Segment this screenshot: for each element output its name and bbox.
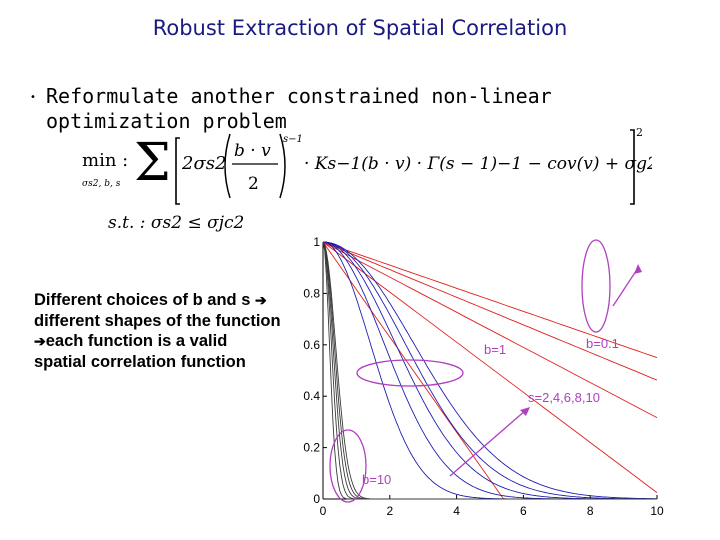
correlation-chart: 0 2 4 6 8 10 0 0.2 0.4 0.6 0.8 1 b=0.1 b=1 s=2,4,6,8,1… xyxy=(303,235,664,518)
right-arrow-icon: ➔ xyxy=(34,333,46,349)
series-line-b10-s6 xyxy=(322,241,657,500)
series-line-b0.1-s8 xyxy=(322,241,658,381)
y-tick-label: 0 xyxy=(313,492,320,506)
annotation-label: s=2,4,6,8,10 xyxy=(528,390,600,405)
formula-min-label: min : xyxy=(82,150,128,171)
right-arrow-icon: ➔ xyxy=(254,292,267,308)
arrow-head-icon xyxy=(634,264,642,274)
side-note-part1: Different choices of b and s xyxy=(34,291,251,309)
y-tick-label: 0.2 xyxy=(303,441,320,455)
formula-fraction-numerator: b · v xyxy=(234,141,271,161)
formula-term-rest: · Ks−1(b · v) · Γ(s − 1)−1 − cov(v) + σg… xyxy=(304,154,652,174)
optimization-formula: min : σs2, b, s Σ 2σs2 b · v 2 s−1 · Ks−… xyxy=(82,126,652,233)
bullet-marker: • xyxy=(30,92,36,103)
y-tick-label: 0.4 xyxy=(303,389,320,403)
arrow-head-icon xyxy=(520,407,530,416)
annotation-ellipse-b1 xyxy=(356,359,464,387)
series-line-b0.1-s4 xyxy=(322,241,658,493)
annotation-label: b=1 xyxy=(484,342,506,357)
x-tick-label: 10 xyxy=(650,504,664,518)
side-note-part3: each function is a valid spatial correla… xyxy=(34,332,246,371)
x-tick-label: 6 xyxy=(520,504,527,518)
series-line-b10-s8 xyxy=(322,241,657,500)
annotation-arrow-s xyxy=(449,409,527,477)
series-line-b0.1-s2 xyxy=(322,241,657,500)
series-line-b1-s6 xyxy=(322,241,657,500)
series-line-b1-s2 xyxy=(322,241,657,500)
annotation-arrow-b01 xyxy=(612,267,639,307)
y-tick-label: 1 xyxy=(313,235,320,249)
series-line-b10-s2 xyxy=(322,241,657,500)
annotation-ellipse-b01 xyxy=(581,239,611,333)
series-line-b0.1-s10 xyxy=(322,241,658,359)
formula-exponent: s−1 xyxy=(283,134,303,145)
y-tick-label: 0.8 xyxy=(303,286,320,300)
bullet-text: Reformulate another constrained non-line… xyxy=(46,84,552,133)
formula-min-subscript: σs2, b, s xyxy=(82,179,121,189)
formula-outer-exponent: 2 xyxy=(636,126,643,139)
series-line-b1-s8 xyxy=(322,241,657,500)
formula-sum-sign: Σ xyxy=(134,133,171,193)
x-tick-label: 8 xyxy=(587,504,594,518)
formula-fraction-denominator: 2 xyxy=(248,174,259,194)
series-line-b10-s10 xyxy=(322,241,657,500)
side-note-part2: different shapes of the function xyxy=(34,311,281,330)
slide-title: Robust Extraction of Spatial Correlation xyxy=(152,16,568,40)
side-note: Different choices of b and s ➔ different… xyxy=(34,290,284,372)
series-line-b1-s10 xyxy=(323,241,657,500)
series-line-b10-s4 xyxy=(322,241,657,500)
x-tick-label: 2 xyxy=(386,504,393,518)
x-tick-label: 4 xyxy=(453,504,460,518)
y-tick-label: 0.6 xyxy=(303,338,320,352)
annotation-label: b=0.1 xyxy=(586,336,619,351)
annotation-label: b=10 xyxy=(362,472,391,487)
formula-constraint: s.t. : σs2 ≤ σjc2 xyxy=(108,213,244,233)
formula-term-sigma: 2σs2 xyxy=(181,153,226,174)
series-line-b0.1-s6 xyxy=(322,241,658,418)
series-line-b1-s4 xyxy=(322,241,657,500)
x-tick-label: 0 xyxy=(320,504,327,518)
annotation-ellipse-b10 xyxy=(329,429,367,503)
